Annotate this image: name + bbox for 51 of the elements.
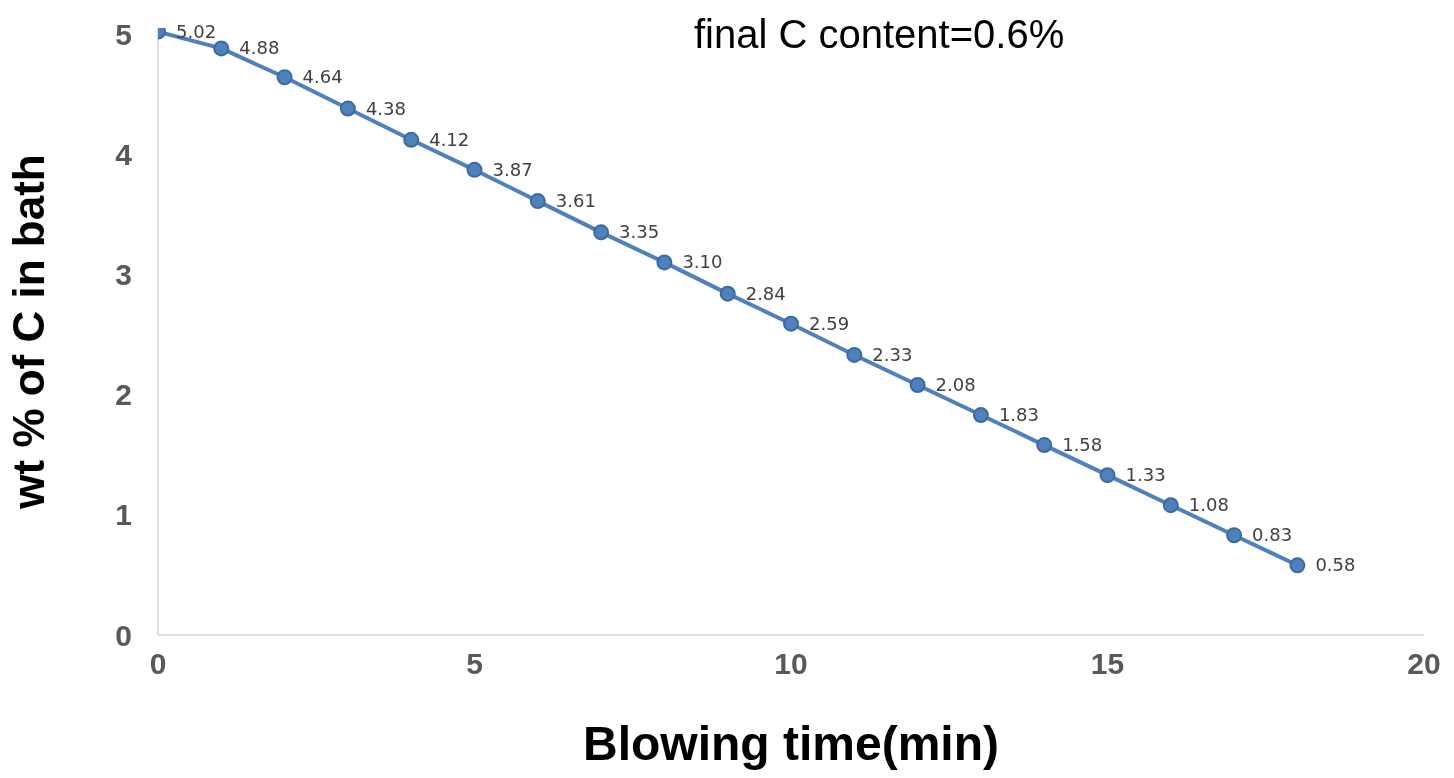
data-label: 3.10 (682, 251, 723, 273)
point (909, 376, 926, 393)
y-tick-label: 3 (115, 258, 132, 292)
x-tick-label: 20 (1407, 647, 1441, 681)
data-label: 1.08 (1188, 494, 1229, 516)
point (213, 40, 230, 57)
y-tick-label: 5 (115, 17, 132, 51)
point (1099, 467, 1116, 484)
x-axis-title: Blowing time(min) (583, 717, 999, 770)
point (593, 224, 610, 241)
y-tick-label: 1 (115, 498, 132, 532)
x-tick-label: 5 (466, 647, 483, 681)
data-label: 2.08 (935, 373, 976, 395)
point (403, 131, 420, 148)
y-tick-label: 2 (115, 378, 132, 412)
data-label: 2.59 (809, 312, 850, 334)
data-label: 2.33 (872, 343, 913, 365)
y-axis-title: wt % of C in bath (3, 154, 53, 510)
data-label: 4.64 (302, 66, 343, 88)
data-label: 0.83 (1252, 524, 1293, 546)
point (529, 193, 546, 210)
point (1036, 437, 1053, 454)
data-label: 3.87 (492, 158, 533, 180)
point (783, 315, 799, 332)
point (656, 254, 673, 271)
data-label: 0.58 (1315, 554, 1356, 576)
data-label: 1.83 (998, 404, 1039, 426)
point (972, 407, 989, 424)
data-label: 1.58 (1062, 434, 1103, 456)
y-tick-label: 4 (115, 137, 133, 171)
data-label: 4.88 (239, 37, 280, 59)
data-label: 4.12 (429, 128, 470, 150)
point (339, 100, 356, 117)
annotation: final C content=0.6% (694, 12, 1065, 57)
data-label: 1.33 (1125, 464, 1166, 486)
point (719, 285, 736, 302)
point (466, 161, 483, 178)
point (1162, 497, 1179, 514)
x-tick-label: 15 (1090, 647, 1125, 681)
point (1289, 557, 1306, 574)
data-label: 3.61 (555, 190, 596, 212)
point (1226, 527, 1243, 544)
x-tick-label: 0 (149, 647, 167, 681)
data-label: 3.35 (619, 221, 660, 243)
point (846, 346, 863, 363)
data-label: 4.38 (365, 97, 406, 119)
point (276, 69, 293, 86)
data-label: 2.84 (745, 282, 786, 304)
y-tick-label: 0 (115, 618, 132, 652)
x-tick-label: 10 (774, 647, 808, 681)
data-label: 5.02 (176, 20, 217, 42)
